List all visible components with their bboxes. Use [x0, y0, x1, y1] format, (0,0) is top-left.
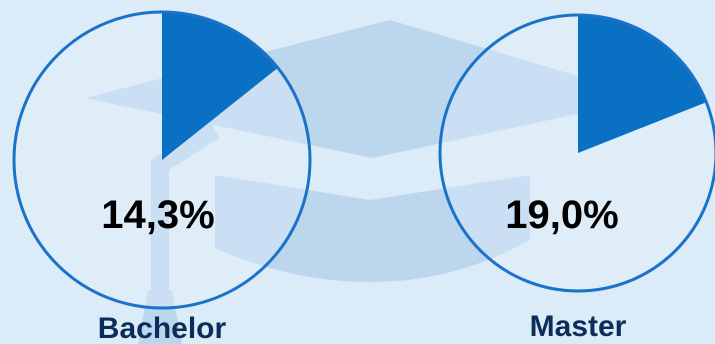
tassel — [138, 290, 182, 344]
percent-label: 19,0% — [505, 193, 618, 237]
category-label: Bachelor — [98, 312, 227, 344]
pie-outline — [438, 13, 715, 293]
pie-chart-master: 19,0% Master — [438, 13, 715, 343]
pie-slice — [162, 12, 278, 160]
pie-slice — [578, 15, 707, 153]
pie-chart-bachelor: 14,3% Bachelor — [12, 10, 312, 344]
pie-outline — [12, 10, 312, 310]
tassel-cord — [151, 122, 220, 290]
category-label: Master — [530, 310, 627, 343]
cap-board — [85, 20, 652, 158]
cap-bowl — [215, 175, 530, 282]
percent-label: 14,3% — [101, 193, 214, 237]
